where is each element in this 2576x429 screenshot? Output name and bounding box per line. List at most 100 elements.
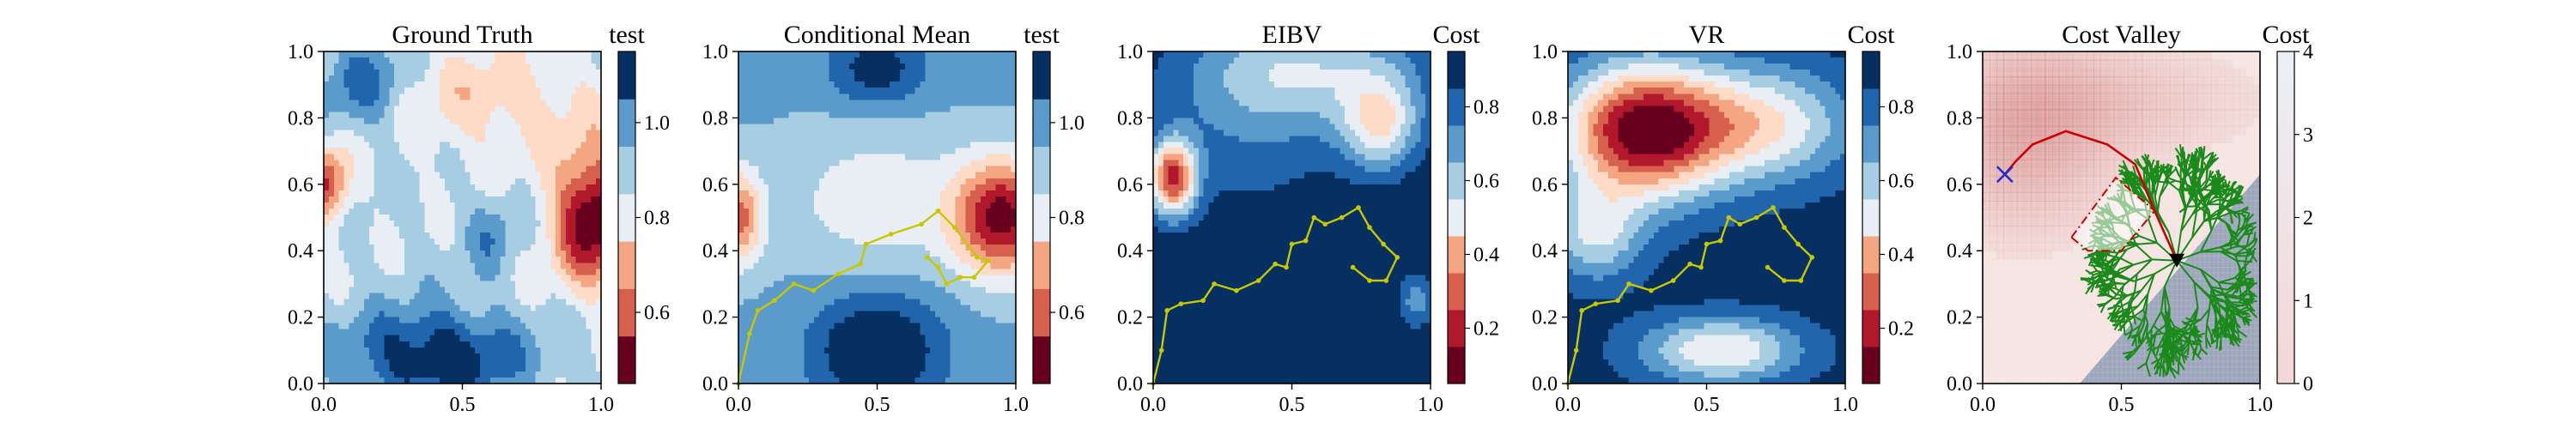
- trajectory-point: [1704, 241, 1710, 247]
- obstacle-polygon: [2069, 176, 2156, 252]
- colorbar-title: Cost: [1432, 21, 1480, 49]
- trajectory-point: [772, 298, 777, 304]
- y-tick-label: 0.2: [288, 307, 313, 329]
- y-tick-label: 0.0: [288, 373, 313, 396]
- y-tick-label: 0.8: [1947, 107, 1972, 130]
- y-tick-label: 1.0: [288, 41, 313, 63]
- trajectory-point: [811, 287, 817, 293]
- trajectory-point: [1255, 278, 1261, 283]
- y-tick-label: 0.0: [702, 373, 728, 396]
- colorbar-tick-label: 0.8: [644, 208, 670, 230]
- contour-field: [1982, 51, 2261, 384]
- colorbar: 0.6 0.8 1.0 test: [609, 21, 670, 384]
- x-tick-label: 1.0: [588, 394, 614, 416]
- colorbar-tick-label: 0.2: [1888, 318, 1914, 341]
- trajectory-point: [935, 264, 941, 270]
- x-tick-label: 1.0: [2247, 394, 2273, 416]
- y-tick-label: 0.4: [1947, 240, 1972, 263]
- trajectory-point: [1212, 281, 1217, 287]
- panel-4: 0.0 0.5 1.00.00.20.40.60.81.0VR0.20.40.60.…: [1532, 21, 1914, 416]
- colorbar-tick-label: 0.8: [1059, 208, 1084, 230]
- trajectory-point: [755, 308, 761, 313]
- trajectory-point: [1726, 214, 1732, 221]
- trajectory-point: [1649, 287, 1654, 293]
- colorbar-tick-label: 0.2: [1473, 318, 1499, 341]
- trajectory-point: [971, 275, 977, 280]
- trajectory-point: [1626, 281, 1631, 287]
- x-tick-label: 1.0: [1418, 394, 1443, 416]
- colorbar: 0.6 0.8 1.0 test: [1024, 21, 1084, 384]
- trajectory-point: [1795, 241, 1801, 247]
- colorbar-title: Cost: [1847, 21, 1895, 49]
- trajectory-point: [919, 221, 924, 227]
- planned-route: [2003, 130, 2178, 262]
- y-tick-label: 0.6: [1947, 174, 1972, 196]
- trajectory-point: [1670, 278, 1676, 283]
- panel-2: 0.0 0.5 1.0 0.0 0.2 0.4 0.6 0.8 1.0 Conditional M…: [702, 21, 1084, 416]
- trajectory-point: [1809, 255, 1815, 260]
- trajectory-point: [1573, 347, 1579, 353]
- trajectory-point: [1200, 298, 1206, 304]
- colorbar-tick-label: 0.4: [1888, 245, 1914, 267]
- y-tick-label: 0.6: [1117, 174, 1143, 196]
- x-tick-label: 1.0: [1832, 394, 1858, 416]
- trajectory-point: [791, 281, 797, 287]
- trajectory-point: [944, 281, 950, 287]
- colorbar-title: test: [609, 21, 645, 49]
- trajectory-point: [1394, 255, 1400, 260]
- trajectory-point: [1367, 225, 1372, 230]
- target-marker: [1996, 166, 2014, 184]
- x-tick-label: 0.0: [311, 394, 337, 416]
- colorbar-tick-label: 0.6: [1473, 171, 1499, 193]
- colorbar-tick-label: 1.0: [644, 112, 670, 135]
- colorbar-tick-label: 0.6: [1888, 171, 1914, 193]
- colorbar-title: Cost: [2262, 21, 2310, 49]
- colorbar-tick-label: 1.0: [1059, 112, 1084, 135]
- colorbar-tick-label: 0.4: [1473, 245, 1499, 267]
- y-tick-label: 0.4: [1532, 240, 1558, 263]
- x-tick-label: 0.0: [1140, 394, 1166, 416]
- trajectory-point: [974, 255, 980, 260]
- trajectory-point: [1339, 214, 1345, 221]
- contour-field: [1568, 51, 1846, 384]
- colorbar-tick-label: 0.8: [1888, 97, 1914, 119]
- contour-field: [738, 51, 1017, 384]
- x-tick-label: 0.0: [1555, 394, 1581, 416]
- y-tick-label: 0.0: [1947, 373, 1972, 396]
- trajectory-point: [1381, 241, 1386, 247]
- colorbar: 0.2 0.4 0.6 0.8 Cost: [1847, 21, 1914, 384]
- colorbar-tick-label: 4: [2303, 41, 2313, 63]
- trajectory-point: [1273, 261, 1278, 267]
- panel-5: 0.0 0.5 1.0 0.0 0.2 0.4 0.6 0.8 1.0 Cost Valley 0 1…: [1947, 21, 2313, 416]
- x-tick-label: 0.5: [865, 394, 890, 416]
- trajectory-point: [747, 331, 752, 336]
- trajectory-point: [985, 258, 991, 263]
- trajectory-point: [1771, 205, 1776, 210]
- y-tick-label: 0.4: [702, 240, 728, 263]
- trajectory-point: [957, 275, 963, 280]
- trajectory-point: [1579, 308, 1584, 313]
- colorbar-tick-label: 3: [2303, 124, 2313, 147]
- trajectory-point: [1615, 298, 1620, 304]
- trajectory-point: [1178, 301, 1184, 306]
- x-tick-label: 0.0: [726, 394, 751, 416]
- colorbar-tick-label: 1: [2303, 290, 2313, 312]
- y-tick-label: 0.2: [1532, 307, 1558, 329]
- colorbar-title: test: [1024, 21, 1060, 49]
- trajectory-point: [1687, 261, 1692, 267]
- trajectory-point: [1765, 264, 1771, 270]
- y-tick-label: 0.0: [1532, 373, 1558, 396]
- colorbar-tick-label: 0.8: [1473, 97, 1499, 119]
- trajectory-point: [1322, 221, 1328, 227]
- y-tick-label: 0.6: [702, 174, 728, 196]
- trajectory-point: [1753, 214, 1759, 221]
- trajectory-point: [952, 225, 957, 230]
- trajectory-point: [1593, 301, 1599, 306]
- panel-title: Conditional Mean: [784, 21, 970, 49]
- trajectory-point: [924, 255, 930, 260]
- colorbar-tick-label: 0.6: [644, 302, 670, 324]
- panel-title: VR: [1689, 21, 1725, 49]
- x-tick-label: 0.0: [1970, 394, 1996, 416]
